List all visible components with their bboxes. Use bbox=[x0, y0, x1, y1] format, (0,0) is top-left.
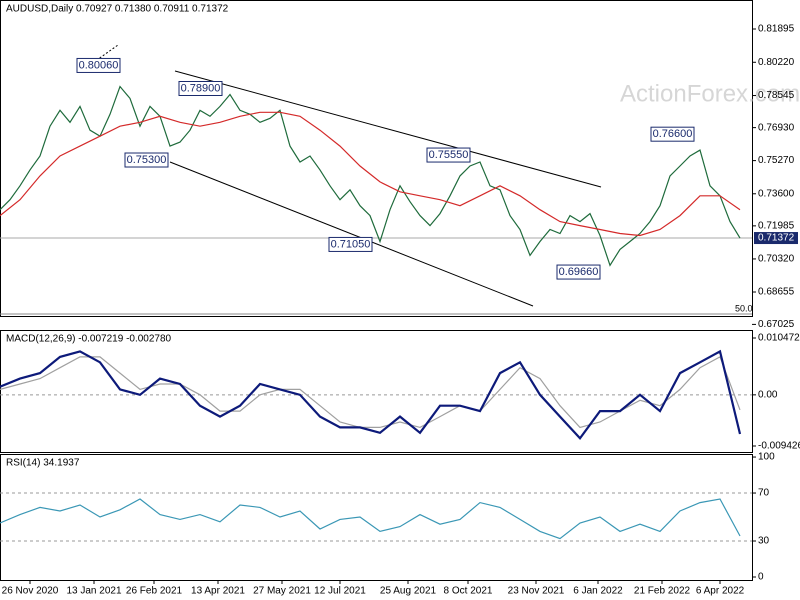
x-tick-label: 26 Nov 2020 bbox=[2, 586, 59, 597]
y-tick-label: 100 bbox=[758, 452, 775, 463]
current-price-box bbox=[754, 232, 798, 245]
annotation-box bbox=[124, 152, 169, 168]
y-tick-label: 0.010472 bbox=[758, 333, 800, 344]
annotation-box bbox=[76, 57, 121, 73]
current-price-label: 0.71372 bbox=[758, 233, 795, 244]
annotation-label: 0.71050 bbox=[331, 238, 371, 250]
annotation-label: 0.78900 bbox=[181, 82, 221, 94]
y-tick-label: 0.71985 bbox=[758, 221, 795, 232]
rsi-panel bbox=[0, 454, 753, 581]
series-line bbox=[0, 111, 741, 237]
y-tick-label: 0.75270 bbox=[758, 155, 795, 166]
series-line bbox=[0, 349, 742, 441]
price-header: AUDUSD,Daily 0.70927 0.71380 0.70911 0.7… bbox=[6, 4, 229, 15]
annotation-box bbox=[178, 80, 223, 96]
trend-line bbox=[169, 161, 534, 307]
y-tick-label: 0.73600 bbox=[758, 188, 795, 199]
annotation-label: 0.75300 bbox=[127, 154, 167, 166]
x-tick-label: 6 Jan 2022 bbox=[573, 586, 623, 597]
annotation-label: 0.69660 bbox=[559, 266, 599, 278]
x-tick-label: 13 Apr 2021 bbox=[191, 586, 245, 597]
macd-header: MACD(12,26,9) -0.007219 -0.002780 bbox=[6, 334, 172, 345]
x-tick-label: 25 Aug 2021 bbox=[380, 586, 437, 597]
annotation-box bbox=[650, 126, 695, 142]
y-tick-label: 0.80220 bbox=[758, 57, 795, 68]
annotation-label: 0.76600 bbox=[653, 128, 693, 140]
annotation-box bbox=[426, 147, 471, 163]
y-tick-label: 70 bbox=[758, 488, 770, 499]
x-tick-label: 26 Feb 2021 bbox=[126, 586, 183, 597]
y-tick-label: 0.70320 bbox=[758, 254, 795, 265]
series-line bbox=[0, 85, 741, 267]
y-tick-label: 0.67025 bbox=[758, 319, 795, 330]
annotation-box bbox=[328, 236, 373, 252]
x-tick-label: 21 Feb 2022 bbox=[634, 586, 691, 597]
watermark: ActionForex.com bbox=[620, 80, 800, 107]
y-tick-label: 0.78545 bbox=[758, 90, 795, 101]
x-tick-label: 6 Apr 2022 bbox=[696, 586, 745, 597]
x-tick-label: 12 Jul 2021 bbox=[314, 586, 366, 597]
rsi-header: RSI(14) 34.1937 bbox=[6, 458, 80, 469]
series-line bbox=[0, 356, 741, 429]
y-tick-label: 0.76930 bbox=[758, 122, 795, 133]
y-tick-label: 30 bbox=[758, 536, 770, 547]
y-tick-label: 0.81895 bbox=[758, 24, 795, 35]
trend-line bbox=[174, 70, 602, 188]
y-tick-label: 0 bbox=[758, 572, 764, 583]
macd-panel bbox=[0, 330, 753, 453]
x-tick-label: 13 Jan 2021 bbox=[66, 586, 121, 597]
series-line bbox=[0, 498, 741, 540]
level-label: 50.0 bbox=[735, 303, 753, 313]
y-tick-label: 0.68655 bbox=[758, 287, 795, 298]
annotation-label: 0.75550 bbox=[429, 149, 469, 161]
annotation-label: 0.80060 bbox=[79, 59, 119, 71]
y-tick-label: -0.009426 bbox=[758, 441, 800, 452]
y-tick-label: 0.00 bbox=[758, 389, 778, 400]
x-tick-label: 8 Oct 2021 bbox=[444, 586, 493, 597]
x-tick-label: 27 May 2021 bbox=[253, 586, 311, 597]
x-tick-label: 23 Nov 2021 bbox=[508, 586, 565, 597]
annotation-box bbox=[556, 264, 601, 280]
